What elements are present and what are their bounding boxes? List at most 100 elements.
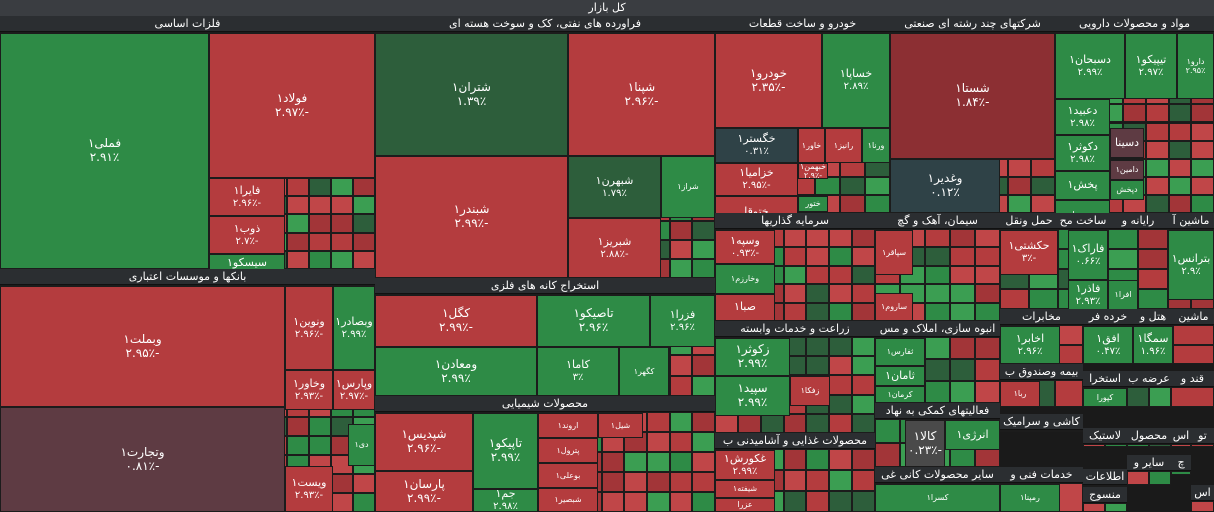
minor-stock-tile[interactable] bbox=[308, 177, 331, 197]
minor-stock-tile[interactable] bbox=[669, 492, 693, 512]
stock-tile[interactable]: صبا۱ bbox=[715, 294, 775, 321]
minor-stock-tile[interactable] bbox=[669, 240, 693, 260]
minor-stock-tile[interactable] bbox=[950, 337, 975, 359]
minor-stock-tile[interactable] bbox=[692, 452, 715, 472]
stock-tile[interactable]: دعبید۱ ۲.۹۸٪ bbox=[1055, 99, 1110, 135]
sector-header[interactable]: مواد و محصولات دارویی bbox=[1055, 16, 1214, 32]
stock-tile[interactable]: فزرا۱ ۲.۹۶٪ bbox=[650, 295, 715, 347]
sector-header[interactable]: استخرا bbox=[1083, 371, 1127, 387]
minor-stock-tile[interactable] bbox=[783, 229, 807, 248]
minor-stock-tile[interactable] bbox=[352, 196, 375, 215]
stock-tile[interactable]: شتران۱ ۱.۳۹٪ bbox=[375, 33, 568, 156]
stock-tile[interactable]: تاصیکو۱ ۲.۹۶٪ bbox=[537, 295, 650, 347]
stock-tile[interactable]: کالا۱ -۰.۲۳٪ bbox=[905, 420, 945, 467]
minor-stock-tile[interactable] bbox=[286, 196, 309, 215]
minor-stock-tile[interactable] bbox=[783, 470, 807, 491]
minor-stock-tile[interactable] bbox=[1171, 444, 1191, 447]
minor-stock-tile[interactable] bbox=[975, 337, 1000, 359]
minor-stock-tile[interactable] bbox=[829, 337, 853, 357]
minor-stock-tile[interactable] bbox=[692, 472, 715, 492]
stock-tile[interactable]: ساروم۱ bbox=[875, 293, 913, 321]
minor-stock-tile[interactable] bbox=[1007, 176, 1032, 195]
sector-header[interactable]: ساخت مح bbox=[1058, 213, 1108, 229]
minor-stock-tile[interactable] bbox=[1191, 176, 1214, 195]
minor-stock-tile[interactable] bbox=[286, 417, 309, 437]
stock-tile[interactable]: فاراک۱ ۰.۶۶٪ bbox=[1068, 230, 1108, 280]
minor-stock-tile[interactable] bbox=[308, 214, 331, 233]
minor-stock-tile[interactable] bbox=[783, 265, 807, 285]
minor-stock-tile[interactable] bbox=[1138, 269, 1168, 289]
minor-stock-tile[interactable] bbox=[1171, 471, 1191, 475]
minor-stock-tile[interactable] bbox=[925, 284, 950, 303]
stock-tile[interactable]: رانیز۱ bbox=[825, 128, 862, 163]
stock-tile[interactable]: پترول۱ bbox=[538, 438, 598, 463]
stock-tile[interactable]: کسرا۱ bbox=[875, 484, 1000, 512]
stock-tile[interactable]: دی۱ bbox=[348, 424, 375, 466]
minor-stock-tile[interactable] bbox=[669, 452, 693, 472]
sector-header[interactable]: استخراج کانه های فلزی bbox=[375, 278, 715, 294]
minor-stock-tile[interactable] bbox=[783, 449, 807, 470]
minor-stock-tile[interactable] bbox=[1191, 104, 1214, 123]
minor-stock-tile[interactable] bbox=[1138, 289, 1168, 309]
stock-tile[interactable]: بترانس۱ ۲.۹٪ bbox=[1168, 230, 1214, 300]
stock-tile[interactable]: وغدیر۱ ۰.۱۲٪ bbox=[890, 159, 1000, 213]
minor-stock-tile[interactable] bbox=[330, 474, 353, 494]
minor-stock-tile[interactable] bbox=[1145, 194, 1169, 213]
minor-stock-tile[interactable] bbox=[925, 229, 950, 248]
minor-stock-tile[interactable] bbox=[806, 284, 830, 303]
minor-stock-tile[interactable] bbox=[1145, 176, 1169, 195]
minor-stock-tile[interactable] bbox=[950, 284, 975, 303]
minor-stock-tile[interactable] bbox=[829, 229, 853, 248]
stock-tile[interactable]: ومعادن۱ ۲.۹۹٪ bbox=[375, 347, 537, 396]
minor-stock-tile[interactable] bbox=[829, 302, 853, 321]
minor-stock-tile[interactable] bbox=[852, 394, 875, 414]
minor-stock-tile[interactable] bbox=[352, 177, 375, 197]
minor-stock-tile[interactable] bbox=[1171, 387, 1214, 407]
minor-stock-tile[interactable] bbox=[692, 355, 715, 376]
minor-stock-tile[interactable] bbox=[692, 221, 715, 241]
minor-stock-tile[interactable] bbox=[852, 284, 875, 303]
minor-stock-tile[interactable] bbox=[829, 375, 853, 395]
minor-stock-tile[interactable] bbox=[669, 221, 693, 241]
minor-stock-tile[interactable] bbox=[1031, 158, 1055, 177]
minor-stock-tile[interactable] bbox=[852, 375, 875, 395]
minor-stock-tile[interactable] bbox=[286, 214, 309, 233]
minor-stock-tile[interactable] bbox=[308, 436, 331, 456]
minor-stock-tile[interactable] bbox=[950, 265, 975, 285]
minor-stock-tile[interactable] bbox=[1191, 501, 1214, 512]
minor-stock-tile[interactable] bbox=[1173, 344, 1214, 364]
minor-stock-tile[interactable] bbox=[1168, 158, 1192, 177]
stock-tile[interactable]: رمپنا۱ bbox=[1000, 484, 1060, 512]
minor-stock-tile[interactable] bbox=[1127, 471, 1149, 485]
minor-stock-tile[interactable] bbox=[1138, 229, 1168, 249]
minor-stock-tile[interactable] bbox=[1000, 289, 1029, 309]
minor-stock-tile[interactable] bbox=[647, 452, 670, 472]
minor-stock-tile[interactable] bbox=[975, 381, 1000, 403]
minor-stock-tile[interactable] bbox=[783, 413, 807, 433]
stock-tile[interactable]: دسبحان۱ ۲.۹۹٪ bbox=[1055, 33, 1125, 99]
minor-stock-tile[interactable] bbox=[1149, 387, 1171, 407]
minor-stock-tile[interactable] bbox=[692, 492, 715, 512]
minor-stock-tile[interactable] bbox=[601, 492, 625, 512]
minor-stock-tile[interactable] bbox=[330, 177, 353, 197]
stock-tile[interactable]: دپخش bbox=[1110, 180, 1144, 200]
stock-tile[interactable]: دارو۱ ۲.۹۵٪ bbox=[1177, 33, 1214, 99]
minor-stock-tile[interactable] bbox=[852, 449, 875, 470]
stock-tile[interactable]: اخابر۱ ۲.۹۶٪ bbox=[1000, 326, 1060, 364]
minor-stock-tile[interactable] bbox=[829, 284, 853, 303]
stock-tile[interactable]: پارسان۱ -۲.۹۹٪ bbox=[375, 471, 473, 512]
stock-tile[interactable]: کگل۱ -۲.۹۹٪ bbox=[375, 295, 537, 347]
minor-stock-tile[interactable] bbox=[925, 247, 950, 266]
sector-header[interactable]: خدمات فنی و bbox=[1000, 467, 1083, 483]
minor-stock-tile[interactable] bbox=[352, 493, 375, 512]
sector-header[interactable]: محصولات شیمیایی bbox=[375, 396, 715, 412]
stock-tile[interactable]: فاذر۱ ۲.۹۳٪ bbox=[1068, 280, 1108, 310]
minor-stock-tile[interactable] bbox=[692, 240, 715, 260]
sector-header[interactable]: سرمایه گذاریها bbox=[715, 213, 875, 229]
minor-stock-tile[interactable] bbox=[950, 247, 975, 266]
minor-stock-tile[interactable] bbox=[1105, 444, 1127, 447]
stock-tile[interactable]: خودرو۱ -۲.۳۵٪ bbox=[715, 33, 822, 128]
sector-header[interactable]: انبوه سازی، املاک و مس bbox=[875, 321, 1000, 337]
minor-stock-tile[interactable] bbox=[330, 196, 353, 215]
stock-tile[interactable]: شراز۱ bbox=[661, 156, 715, 218]
